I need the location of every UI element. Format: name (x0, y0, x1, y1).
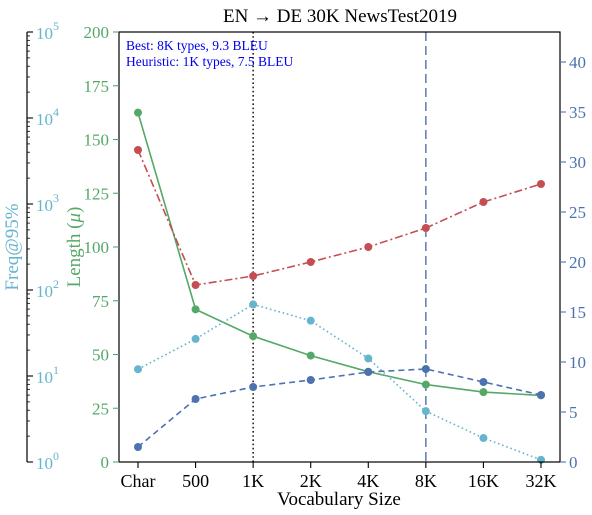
series-line-freq (137, 303, 542, 461)
freq-tick-exp: 3 (53, 191, 59, 205)
freq-tick-exp: 2 (53, 277, 59, 291)
freq-tick-base: 10 (36, 196, 53, 215)
bleu-tick-label: 10 (569, 353, 586, 372)
x-tick-label: 32K (526, 471, 557, 491)
series-point-length-16K (479, 388, 488, 397)
bleu-tick-label: 0 (569, 453, 578, 472)
x-tick-label: 8K (415, 471, 437, 491)
series-point-freq-Char (134, 365, 142, 374)
series-point-bleu_blue-8K (421, 365, 430, 373)
freq-axis-label: Freq@95% (2, 203, 23, 290)
series-point-length-1K (249, 332, 258, 341)
series-point-freq-2K (306, 316, 315, 325)
series-point-freq-500 (191, 334, 200, 343)
series-point-bleu_red-32K (537, 180, 545, 188)
series-line-bleu_blue (137, 368, 542, 448)
length-axis-label: Length (μ) (64, 207, 85, 288)
series-point-length-2K (306, 351, 315, 360)
freq-tick-label: 105 (36, 19, 59, 43)
bleu-tick-label: 5 (569, 403, 578, 422)
x-tick-label: Char (121, 471, 156, 491)
length-tick-label: 25 (92, 399, 109, 418)
series-point-bleu_blue-Char (134, 443, 142, 451)
series-point-freq-16K (479, 434, 488, 443)
freq-tick-label: 103 (36, 191, 59, 215)
bleu-tick-label: 35 (569, 103, 586, 122)
x-tick-label: 2K (300, 471, 322, 491)
freq-tick-base: 10 (36, 110, 53, 129)
freq-tick-label: 102 (36, 277, 59, 301)
freq-tick-base: 10 (36, 368, 53, 387)
bleu-tick-label: 30 (569, 153, 586, 172)
length-axis-label-mu: μ (64, 213, 85, 224)
series-point-bleu_red-2K (306, 258, 315, 266)
freq-tick-exp: 5 (53, 19, 59, 33)
series-point-bleu_red-1K (249, 272, 258, 280)
annotation-best: Best: 8K types, 9.3 BLEU (126, 38, 268, 53)
series-point-freq-8K (421, 407, 430, 416)
x-axis-label: Vocabulary Size (277, 489, 401, 510)
length-tick-label: 175 (84, 77, 110, 96)
series-point-freq-1K (249, 300, 258, 309)
bleu-tick-label: 15 (569, 303, 586, 322)
series-point-bleu_blue-4K (364, 368, 373, 376)
series-line-length (137, 112, 542, 397)
series-point-bleu_blue-1K (249, 383, 258, 391)
series-point-bleu_red-4K (364, 243, 373, 251)
freq-tick-exp: 1 (53, 363, 59, 377)
series-point-bleu_red-16K (479, 198, 488, 206)
freq-tick-base: 10 (36, 282, 53, 301)
length-tick-label: 200 (84, 23, 110, 42)
series-point-bleu_red-Char (134, 146, 142, 154)
annotation-heuristic: Heuristic: 1K types, 7.5 BLEU (126, 54, 293, 69)
length-tick-label: 50 (92, 346, 109, 365)
length-tick-label: 75 (92, 292, 109, 311)
length-tick-label: 0 (101, 453, 110, 472)
x-axis: Char 500 1K 2K 4K 8K 16K 32K (121, 462, 557, 491)
freq-tick-base: 10 (36, 454, 53, 473)
freq-tick-exp: 0 (53, 449, 59, 463)
length-axis-label-close: ) (64, 207, 85, 213)
length-axis-label-text: Length ( (64, 222, 85, 287)
x-tick-label: 1K (242, 471, 264, 491)
series-point-bleu_red-500 (191, 281, 200, 289)
series-point-length-500 (191, 305, 200, 314)
length-axis: 0 25 50 75 100 125 150 175 200 (84, 23, 119, 472)
series-point-bleu_blue-32K (537, 391, 545, 399)
length-tick-label: 125 (84, 184, 110, 203)
freq-tick-label: 100 (36, 449, 59, 473)
series-point-bleu_blue-16K (479, 378, 488, 386)
series-point-length-8K (421, 380, 430, 389)
bleu-tick-label: 25 (569, 203, 586, 222)
series-layer (134, 108, 545, 464)
freq-tick-exp: 4 (53, 105, 59, 119)
length-tick-label: 100 (84, 238, 110, 257)
bleu-tick-label: 40 (569, 53, 586, 72)
length-tick-label: 150 (84, 131, 110, 150)
series-point-freq-4K (364, 354, 373, 363)
bleu-axis: 0 5 10 15 20 25 30 35 40 (560, 53, 586, 472)
series-point-bleu_blue-500 (191, 395, 200, 403)
series-point-length-Char (134, 108, 142, 117)
freq-tick-label: 104 (36, 105, 59, 129)
freq-tick-base: 10 (36, 24, 53, 43)
series-line-bleu_red (137, 149, 542, 286)
x-tick-label: 500 (182, 471, 209, 491)
chart-title: EN → DE 30K NewsTest2019 (223, 6, 457, 27)
x-tick-label: 4K (357, 471, 379, 491)
bleu-tick-label: 20 (569, 253, 586, 272)
series-point-bleu_blue-2K (306, 376, 315, 384)
freq-tick-label: 101 (36, 363, 59, 387)
series-point-bleu_red-8K (421, 224, 430, 232)
x-tick-label: 16K (468, 471, 499, 491)
